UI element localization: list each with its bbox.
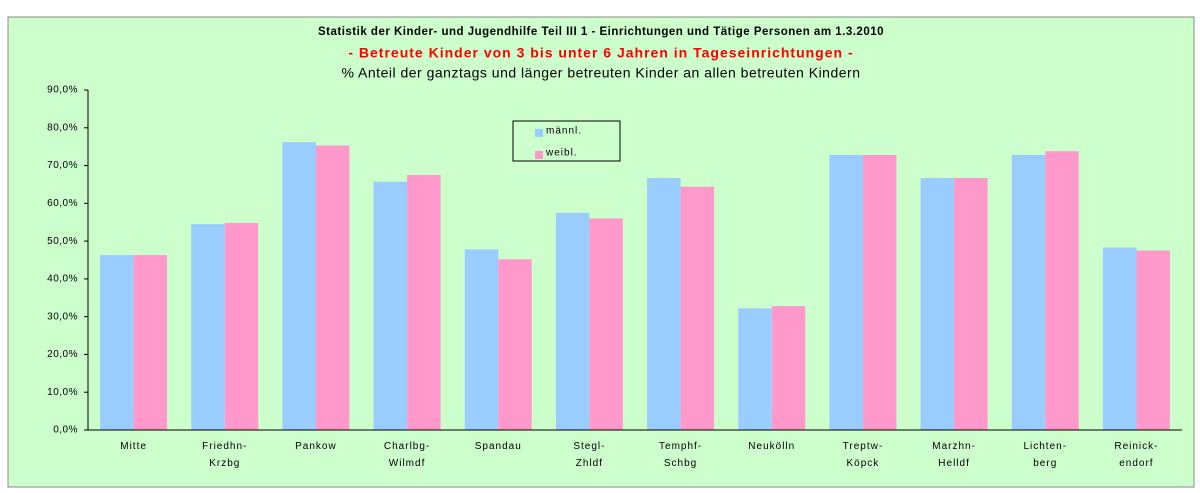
x-tick-label: Reinick- endorf [1114, 441, 1159, 469]
bar [680, 186, 715, 430]
x-tick-label: Marzhn- Helldf [932, 441, 976, 469]
bar [920, 178, 955, 430]
y-tick-label: 40,0% [47, 274, 78, 285]
bar [647, 178, 681, 430]
bar [373, 181, 408, 430]
y-tick-label: 10,0% [47, 387, 78, 398]
chart-title: Statistik der Kinder- und Jugendhilfe Te… [318, 26, 884, 38]
x-tick-label: Temphf- Schbg [659, 441, 703, 469]
legend-label: weibl. [545, 148, 578, 159]
y-tick-label: 0,0% [53, 425, 78, 436]
bar [133, 255, 168, 430]
x-tick-label: Stegl- Zhldf [573, 441, 606, 469]
bar [191, 224, 225, 430]
bar [771, 306, 806, 430]
x-tick-label: Mitte [120, 441, 147, 452]
bar [862, 154, 897, 430]
bar [1102, 247, 1137, 430]
y-tick-label: 20,0% [47, 349, 78, 360]
x-tick-label: Charlbg- Wilmdf [383, 441, 431, 469]
bar [224, 222, 259, 430]
y-tick-label: 30,0% [47, 311, 78, 322]
bar [555, 212, 590, 430]
x-tick-label: Treptw- Köpck [842, 441, 884, 469]
legend-swatch [535, 129, 543, 137]
x-tick-label: Neukölln [748, 441, 796, 452]
legend-label: männl. [546, 126, 582, 137]
bar [315, 145, 350, 431]
legend-swatch [535, 151, 543, 159]
y-tick-label: 50,0% [47, 236, 78, 247]
chart-description: % Anteil der ganztags und länger betreut… [341, 65, 860, 81]
y-tick-label: 90,0% [47, 85, 78, 96]
x-tick-label: Lichten- berg [1023, 441, 1068, 469]
legend [512, 120, 621, 162]
y-tick-label: 80,0% [47, 122, 78, 133]
bar [738, 308, 772, 430]
bar [100, 255, 134, 430]
bar [1045, 151, 1079, 430]
y-tick-label: 70,0% [47, 160, 78, 171]
bar [464, 249, 499, 430]
bar [282, 142, 316, 430]
bar [407, 175, 441, 430]
bar [1011, 154, 1046, 430]
x-tick-label: Spandau [474, 441, 522, 452]
bar [589, 218, 623, 430]
chart-subtitle: - Betreute Kinder von 3 bis unter 6 Jahr… [348, 45, 853, 61]
x-tick-label: Pankow [295, 441, 337, 452]
bar [829, 154, 863, 430]
x-tick-label: Friedhn- Krzbg [202, 441, 248, 469]
bar [1136, 250, 1170, 430]
bar [498, 259, 532, 430]
bar [954, 178, 988, 430]
y-tick-label: 60,0% [47, 198, 78, 209]
